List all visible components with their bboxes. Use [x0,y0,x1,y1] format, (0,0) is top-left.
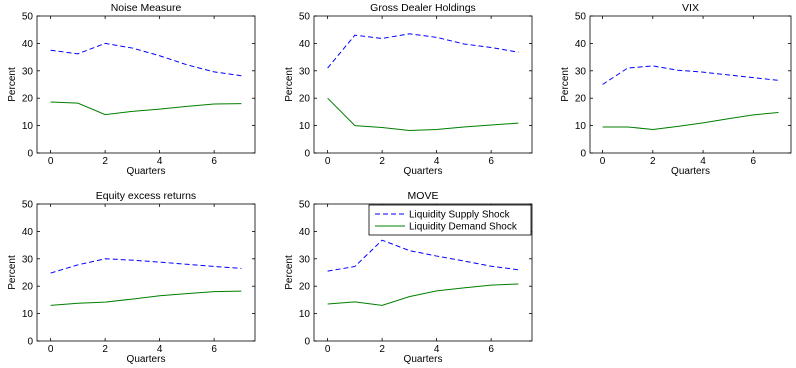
y-tick-label: 30 [22,66,34,77]
y-tick-label: 20 [299,94,311,105]
y-tick-label: 30 [575,66,587,77]
y-tick-label: 50 [299,200,311,211]
x-axis-label: Quarters [671,166,710,177]
x-axis-label: Quarters [127,354,166,365]
y-tick-label: 40 [22,227,34,238]
y-axis-label: Percent [7,255,18,290]
x-tick-label: 2 [102,344,108,355]
y-tick-label: 20 [299,282,311,293]
y-tick-label: 10 [22,309,34,320]
y-tick-label: 10 [299,309,311,320]
x-tick-label: 6 [211,156,217,167]
x-axis-label: Quarters [127,166,166,177]
x-tick-label: 2 [379,156,385,167]
y-tick-label: 0 [27,337,33,348]
y-axis-label: Percent [284,255,295,290]
y-tick-label: 40 [299,227,311,238]
y-axis-label: Percent [284,67,295,102]
y-tick-label: 20 [575,94,587,105]
x-tick-label: 4 [434,156,440,167]
series-line-supply [327,239,519,272]
x-tick-label: 2 [102,156,108,167]
chart-title: MOVE [408,190,439,202]
series-line-demand [50,101,242,116]
y-tick-label: 0 [304,337,310,348]
y-tick-label: 50 [22,12,34,23]
series-line-supply [327,33,519,69]
x-tick-label: 2 [379,344,385,355]
series-line-supply [50,258,242,274]
y-tick-label: 30 [299,66,311,77]
y-tick-label: 50 [575,12,587,23]
y-tick-label: 0 [580,149,586,160]
chart-title: Gross Dealer Holdings [370,2,476,14]
legend-label: Liquidity Supply Shock [409,210,511,221]
axes-box [313,203,533,342]
x-tick-label: 0 [48,156,54,167]
x-tick-label: 4 [157,156,163,167]
y-tick-label: 0 [27,149,33,160]
series-line-demand [602,111,779,130]
x-axis-label: Quarters [404,166,443,177]
y-tick-label: 40 [575,39,587,50]
legend-label: Liquidity Demand Shock [409,222,518,233]
chart-title: VIX [682,2,699,14]
x-tick-label: 0 [325,156,331,167]
y-tick-label: 50 [22,200,34,211]
axes-box [36,15,256,154]
axes-box [36,203,256,342]
y-tick-label: 50 [299,12,311,23]
x-tick-label: 6 [488,156,494,167]
x-tick-label: 6 [211,344,217,355]
subplot-4: 0 2 4 6 0 10 20 30 40 50 Equity excess returns Quar… [7,190,256,365]
subplot-1: 0 2 4 6 0 10 20 30 40 50 Noise Measure Quarters Perc… [7,2,256,177]
y-tick-label: 30 [299,254,311,265]
subplot-2: 0 2 4 6 0 10 20 30 40 50 Gross Dealer Holdings Quar… [284,2,533,177]
x-tick-label: 6 [488,344,494,355]
y-tick-label: 30 [22,254,34,265]
y-tick-label: 40 [299,39,311,50]
x-tick-label: 2 [650,156,656,167]
x-tick-label: 4 [434,344,440,355]
y-axis-label: Percent [7,67,18,102]
chart-title: Noise Measure [111,2,182,14]
y-axis-label: Percent [560,67,571,102]
x-tick-label: 0 [48,344,54,355]
x-tick-label: 4 [157,344,163,355]
y-tick-label: 20 [22,94,34,105]
legend-box [368,204,532,236]
y-tick-label: 20 [22,282,34,293]
subplot-3: 0 2 4 6 0 10 20 30 40 50 VIX Quarters Percent [560,2,792,177]
chart-title: Equity excess returns [96,190,196,202]
y-tick-label: 10 [299,121,311,132]
x-tick-label: 0 [325,344,331,355]
series-line-demand [327,283,519,306]
axes-box [313,15,533,154]
subplot-5: 0 2 4 6 0 10 20 30 40 50 MOVE Quarters Percent Liquid… [284,190,533,365]
y-tick-label: 40 [22,39,34,50]
series-line-demand [50,290,242,306]
series-line-supply [50,42,242,77]
x-tick-label: 4 [700,156,706,167]
x-tick-label: 6 [751,156,757,167]
y-tick-label: 0 [304,149,310,160]
y-tick-label: 10 [22,121,34,132]
x-axis-label: Quarters [404,354,443,365]
series-line-demand [327,97,519,132]
series-line-supply [602,65,779,85]
x-tick-label: 0 [600,156,606,167]
y-tick-label: 10 [575,121,587,132]
axes-box [589,15,792,154]
